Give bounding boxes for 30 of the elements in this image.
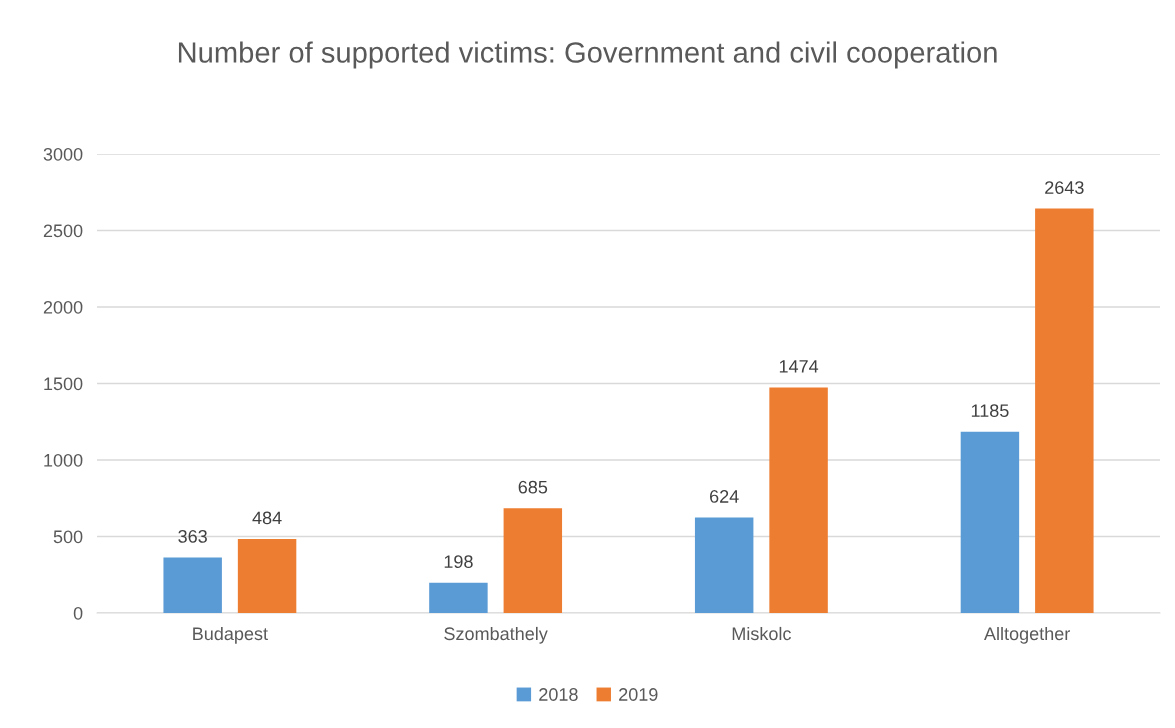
data-label: 2643 — [1045, 181, 1084, 194]
legend-label: 2018 — [539, 688, 578, 701]
data-label: 685 — [518, 480, 548, 494]
x-tick-label: Szombathely — [444, 626, 548, 644]
y-tick-label: 2500 — [43, 224, 83, 238]
data-label: 624 — [710, 490, 739, 503]
bar — [429, 582, 488, 613]
bar — [237, 538, 297, 613]
y-tick-label: 3000 — [43, 147, 83, 161]
chart-title: Number of supported victims: Government and civil cooperation — [178, 41, 997, 69]
data-label: 363 — [178, 530, 207, 543]
data-label: 1185 — [971, 404, 1009, 418]
y-tick-label: 2000 — [43, 300, 83, 314]
x-tick-label: Alltogether — [984, 626, 1070, 644]
bar — [769, 387, 828, 613]
x-tick-label: Miskolc — [732, 626, 791, 641]
y-tick-label: 1500 — [44, 377, 83, 391]
bar — [163, 557, 222, 613]
data-label: 484 — [252, 511, 282, 525]
x-tick-label: Budapest — [193, 626, 268, 644]
y-tick-label: 500 — [53, 530, 83, 544]
legend-label: 2019 — [619, 688, 658, 701]
data-label: 1474 — [779, 360, 819, 373]
data-label: 198 — [444, 555, 473, 569]
y-tick-label: 1000 — [44, 453, 83, 467]
y-tick-label: 0 — [73, 606, 83, 620]
bar — [503, 508, 563, 613]
bar — [694, 517, 754, 613]
bar — [960, 431, 1020, 613]
bar — [1035, 208, 1094, 613]
